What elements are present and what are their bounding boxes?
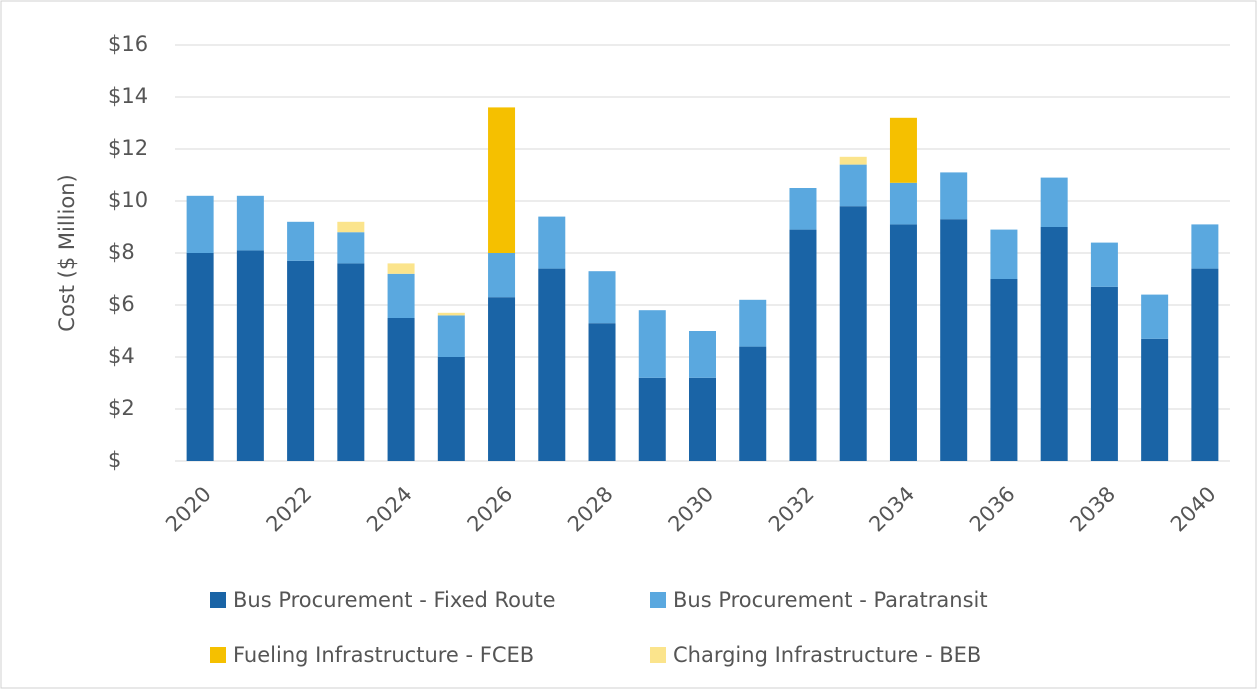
bar-segment bbox=[488, 107, 516, 254]
y-tick-label: $6 bbox=[108, 292, 135, 316]
bar-segment bbox=[488, 297, 516, 461]
bar-segment bbox=[387, 263, 415, 274]
legend-label: Charging Infrastructure - BEB bbox=[673, 643, 981, 667]
bar-segment bbox=[287, 221, 315, 261]
bar-segment bbox=[1090, 242, 1118, 287]
y-tick-label: $8 bbox=[108, 240, 135, 264]
bar-segment bbox=[789, 188, 817, 230]
legend-label: Fueling Infrastructure - FCEB bbox=[233, 643, 534, 667]
legend-swatch bbox=[650, 592, 666, 608]
bar-segment bbox=[839, 206, 867, 461]
bar-segment bbox=[739, 346, 767, 461]
bar-segment bbox=[839, 164, 867, 207]
y-tick-label: $2 bbox=[108, 396, 135, 420]
bar-segment bbox=[1040, 227, 1068, 461]
y-tick-label: $4 bbox=[108, 344, 135, 368]
bar-segment bbox=[1090, 286, 1118, 461]
bar-segment bbox=[337, 263, 365, 461]
legend-swatch bbox=[210, 592, 226, 608]
bar-segment bbox=[236, 195, 264, 251]
bar-segment bbox=[889, 117, 917, 183]
bar-segment bbox=[337, 221, 365, 233]
bar-segment bbox=[588, 271, 616, 324]
bar-segment bbox=[437, 357, 465, 461]
bar-segment bbox=[638, 310, 666, 378]
legend-label: Bus Procurement - Paratransit bbox=[673, 588, 988, 612]
bar-segment bbox=[839, 156, 867, 165]
legend-swatch bbox=[650, 647, 666, 663]
y-tick-label: $16 bbox=[108, 32, 148, 56]
bar-segment bbox=[387, 318, 415, 461]
bar-segment bbox=[488, 253, 516, 298]
bar-segment bbox=[1141, 338, 1169, 461]
bar-segment bbox=[689, 377, 716, 461]
bar-segment bbox=[337, 232, 365, 264]
y-tick-label: $14 bbox=[108, 84, 148, 108]
bar-segment bbox=[186, 253, 214, 461]
bar-segment bbox=[538, 216, 566, 269]
legend-label: Bus Procurement - Fixed Route bbox=[233, 588, 556, 612]
bar-segment bbox=[638, 377, 666, 461]
bar-segment bbox=[287, 260, 315, 461]
bar-segment bbox=[889, 182, 917, 225]
bar-segment bbox=[588, 323, 616, 461]
bar-segment bbox=[789, 229, 817, 461]
y-tick-label: $10 bbox=[108, 188, 148, 212]
bar-segment bbox=[990, 229, 1018, 279]
y-tick-label: $12 bbox=[108, 136, 148, 160]
bar-segment bbox=[990, 279, 1018, 461]
bar-segment bbox=[236, 250, 264, 461]
y-axis-label: Cost ($ Million) bbox=[55, 174, 79, 331]
bar-segment bbox=[186, 195, 214, 253]
bar-segment bbox=[387, 273, 415, 318]
bar-segment bbox=[1191, 224, 1219, 269]
y-tick-label: $ bbox=[108, 448, 121, 472]
bar-segment bbox=[739, 299, 767, 347]
bar-segment bbox=[689, 331, 716, 378]
bar-segment bbox=[1191, 268, 1219, 461]
legend-swatch bbox=[210, 647, 226, 663]
bar-segment bbox=[437, 315, 465, 357]
bar-segment bbox=[889, 224, 917, 461]
bar-segment bbox=[538, 268, 566, 461]
bar-segment bbox=[940, 219, 968, 461]
bar-segment bbox=[1141, 294, 1169, 339]
bar-segment bbox=[437, 312, 465, 316]
bar-segment bbox=[940, 172, 968, 220]
bar-segment bbox=[1040, 177, 1068, 227]
